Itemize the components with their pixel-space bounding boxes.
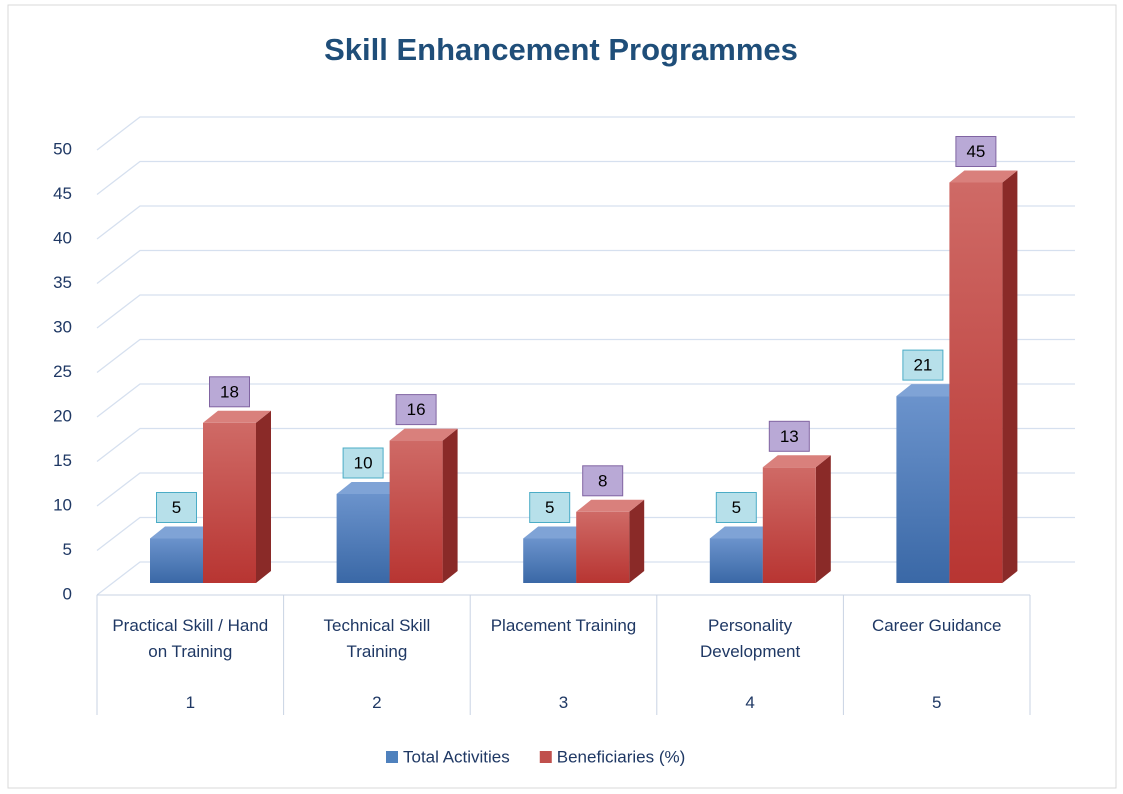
bar bbox=[203, 410, 271, 583]
y-tick-label: 35 bbox=[53, 273, 72, 292]
y-tick-label: 50 bbox=[53, 139, 72, 158]
bar-face bbox=[256, 410, 271, 583]
x-group-label: 4 bbox=[745, 693, 755, 712]
y-tick-label: 45 bbox=[53, 184, 72, 203]
x-tick-label: Placement Training bbox=[490, 616, 637, 635]
grid-line bbox=[96, 116, 1075, 151]
data-label-box bbox=[768, 420, 810, 452]
bar-face bbox=[576, 499, 645, 512]
legend-swatch bbox=[386, 751, 398, 763]
bar-face bbox=[442, 428, 458, 583]
data-label: 18 bbox=[220, 382, 239, 401]
bar bbox=[576, 499, 645, 583]
bar-face bbox=[762, 455, 831, 468]
bar bbox=[762, 455, 831, 583]
x-tick-label: Practical Skill / Hand on Training bbox=[112, 616, 269, 661]
y-tick-label: 20 bbox=[53, 406, 72, 425]
bar-face bbox=[336, 494, 390, 583]
data-label-box bbox=[582, 465, 624, 497]
bar-face bbox=[1002, 170, 1018, 583]
bar-face bbox=[523, 538, 577, 583]
grid-line bbox=[96, 427, 1075, 463]
bar-face bbox=[523, 526, 592, 539]
bar-face bbox=[389, 440, 443, 583]
x-group-label: 3 bbox=[558, 693, 569, 712]
legend-label: Beneficiaries (%) bbox=[557, 747, 686, 766]
bar bbox=[949, 170, 1018, 583]
grid-line bbox=[96, 383, 1075, 418]
bar-face bbox=[709, 538, 763, 583]
grid-line bbox=[96, 294, 1075, 329]
bar-face bbox=[949, 170, 1018, 183]
x-tick-label: Personality Development bbox=[700, 616, 801, 661]
y-tick-label: 30 bbox=[53, 317, 72, 336]
data-label: 8 bbox=[598, 471, 607, 490]
x-tick-label: Career Guidance bbox=[871, 616, 1002, 635]
data-label-box bbox=[955, 136, 997, 167]
bar-face bbox=[709, 526, 778, 539]
bar-face bbox=[815, 455, 831, 583]
data-label-box bbox=[342, 447, 384, 479]
grid-line bbox=[96, 205, 1075, 240]
data-label-box bbox=[209, 376, 250, 408]
y-tick-label: 25 bbox=[53, 362, 72, 381]
bar bbox=[389, 428, 458, 583]
x-group-label: 2 bbox=[372, 693, 382, 712]
x-tick-label: Technical Skill Training bbox=[323, 616, 431, 661]
bar-face bbox=[150, 538, 203, 583]
data-label: 10 bbox=[354, 453, 373, 472]
data-label-box bbox=[156, 492, 197, 523]
bar-face bbox=[576, 511, 630, 583]
y-tick-label: 40 bbox=[53, 228, 72, 247]
data-label: 45 bbox=[966, 142, 985, 161]
data-label-box bbox=[395, 394, 437, 426]
bar-face bbox=[629, 499, 645, 583]
data-label: 5 bbox=[545, 498, 554, 517]
data-label-box bbox=[529, 492, 571, 523]
y-tick-label: 10 bbox=[53, 495, 72, 514]
data-label-box bbox=[715, 492, 757, 523]
bar-face bbox=[203, 410, 271, 423]
data-label: 13 bbox=[780, 427, 799, 446]
grid-line bbox=[96, 249, 1075, 285]
bar-face bbox=[203, 422, 256, 583]
grid-line bbox=[96, 338, 1075, 374]
data-label: 21 bbox=[913, 356, 932, 375]
bar-face bbox=[949, 182, 1003, 583]
data-label: 16 bbox=[407, 400, 426, 419]
x-group-label: 5 bbox=[931, 693, 942, 712]
chart-title: Skill Enhancement Programmes bbox=[324, 32, 798, 67]
bar-face bbox=[150, 526, 218, 539]
legend-label: Total Activities bbox=[403, 747, 510, 766]
y-tick-label: 5 bbox=[63, 540, 72, 559]
data-label-box bbox=[902, 349, 944, 381]
bar-face bbox=[896, 384, 965, 397]
grid-line bbox=[96, 160, 1075, 196]
y-tick-label: 0 bbox=[63, 584, 72, 603]
bar-face bbox=[896, 396, 950, 583]
legend-swatch bbox=[539, 751, 552, 763]
data-label: 5 bbox=[732, 498, 741, 517]
y-tick-label: 15 bbox=[53, 451, 72, 470]
chart-border bbox=[7, 4, 1117, 789]
bar-face bbox=[762, 467, 816, 583]
data-label: 5 bbox=[172, 498, 181, 517]
x-group-label: 1 bbox=[185, 693, 196, 712]
bar-face bbox=[336, 482, 405, 494]
bar-face bbox=[389, 428, 458, 441]
